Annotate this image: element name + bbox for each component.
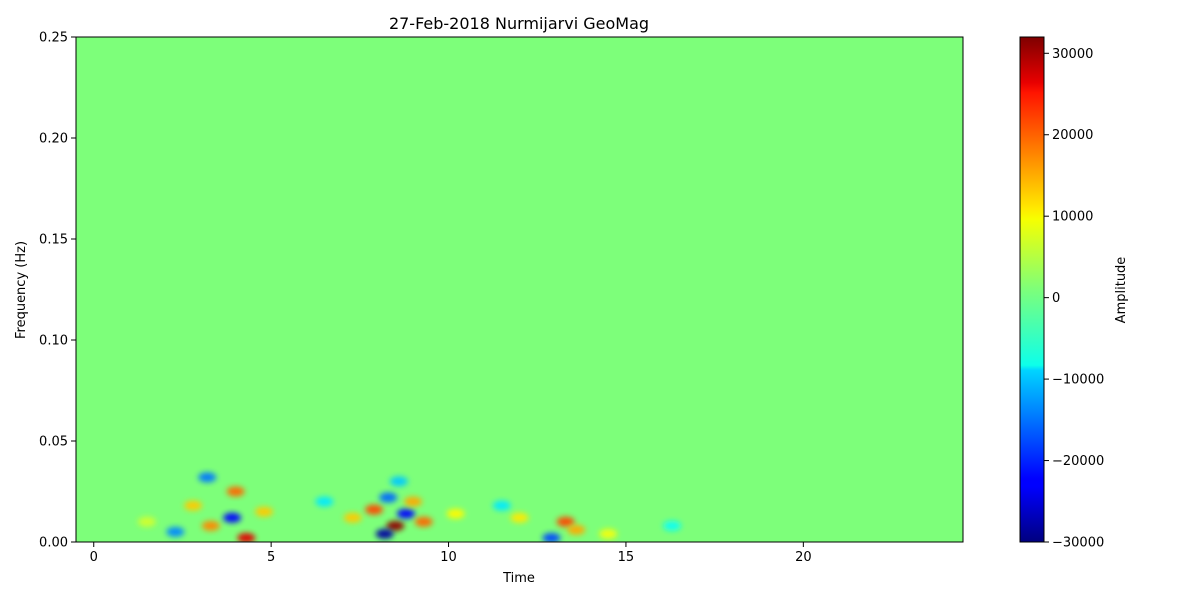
- hotspot-mark: [166, 526, 185, 537]
- colorbar-tick-label: 0: [1052, 291, 1060, 306]
- hotspot-mark: [492, 500, 511, 511]
- hotspot-mark: [556, 516, 575, 527]
- x-tick-label: 15: [618, 550, 635, 565]
- x-tick-label: 20: [795, 550, 812, 565]
- y-tick-label: 0.15: [39, 233, 68, 248]
- hotspot-mark: [365, 504, 384, 515]
- colorbar-tick-label: 30000: [1052, 47, 1093, 62]
- x-tick-label: 10: [440, 550, 457, 565]
- y-tick-label: 0.00: [39, 536, 68, 551]
- hotspot-mark: [137, 516, 156, 527]
- x-tick-label: 5: [267, 550, 275, 565]
- x-axis-label: Time: [502, 571, 535, 586]
- y-axis: 0.00 0.05 0.10 0.15 0.20 0.25: [39, 31, 76, 551]
- x-tick-label: 0: [90, 550, 98, 565]
- hotspot-mark: [567, 524, 586, 535]
- colorbar-gradient: [1019, 36, 1045, 543]
- hotspot-mark: [396, 508, 415, 519]
- hotspot-mark: [510, 512, 529, 523]
- hotspot-mark: [201, 520, 220, 531]
- y-tick-label: 0.20: [39, 132, 68, 147]
- colorbar-tick-label: −30000: [1052, 536, 1104, 551]
- y-axis-label: Frequency (Hz): [14, 241, 29, 339]
- hotspot-mark: [375, 528, 394, 539]
- hotspot-mark: [379, 492, 398, 503]
- plot-area: [76, 37, 963, 542]
- y-tick-label: 0.25: [39, 31, 68, 46]
- hotspot-mark: [184, 500, 203, 511]
- hotspot-mark: [223, 512, 242, 523]
- chart-title: 27-Feb-2018 Nurmijarvi GeoMag: [389, 14, 649, 33]
- hotspot-mark: [226, 486, 245, 497]
- y-tick-label: 0.10: [39, 334, 68, 349]
- hotspot-mark: [237, 532, 256, 542]
- hotspot-mark: [386, 520, 405, 531]
- hotspot-mark: [389, 476, 408, 487]
- hotspot-mark: [315, 496, 334, 507]
- hotspot-mark: [663, 520, 682, 531]
- hotspot-mark: [599, 528, 618, 539]
- colorbar-label: Amplitude: [1114, 257, 1129, 324]
- colorbar: −30000 −20000 −10000 0 10000 20000 30000 Ampli…: [1019, 36, 1129, 551]
- hotspot-layer: [137, 472, 682, 542]
- hotspot-mark: [404, 496, 423, 507]
- colorbar-tick-label: −20000: [1052, 454, 1104, 469]
- colorbar-tick-label: −10000: [1052, 373, 1104, 388]
- hotspot-mark: [255, 506, 274, 517]
- hotspot-mark: [542, 532, 561, 542]
- plot-background: [76, 37, 963, 542]
- hotspot-mark: [343, 512, 362, 523]
- x-axis: 0 5 10 15 20: [90, 542, 812, 565]
- colorbar-tick-label: 20000: [1052, 128, 1093, 143]
- plot-frame: [75, 36, 964, 543]
- hotspot-mark: [414, 516, 433, 527]
- colorbar-ticks: −30000 −20000 −10000 0 10000 20000 30000: [1044, 47, 1104, 551]
- hotspot-mark: [198, 472, 217, 483]
- y-tick-label: 0.05: [39, 435, 68, 450]
- hotspot-mark: [446, 508, 465, 519]
- colorbar-tick-label: 10000: [1052, 210, 1093, 225]
